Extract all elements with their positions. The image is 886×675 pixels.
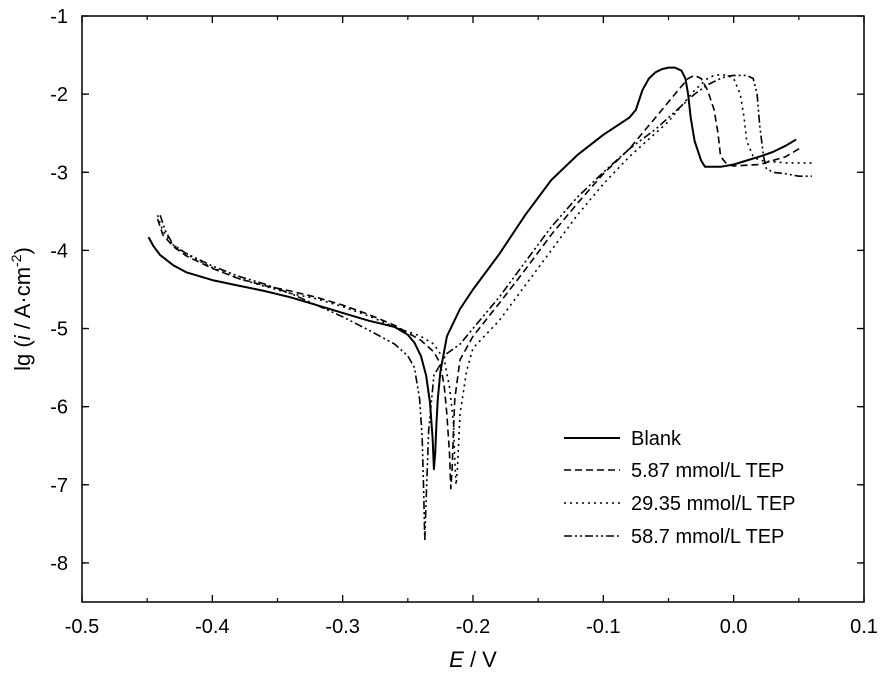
y-tick-label: -1 [50,6,68,28]
y-axis-title: lg (i / A·cm-2) [8,247,35,371]
x-tick-labels: -0.5 -0.4 -0.3 -0.2 -0.1 0.0 0.1 [65,616,878,638]
legend-label-2: 5.87 mmol/L TEP [631,460,784,482]
y-axis-title-prefix: lg ( [10,340,35,371]
series-line-4 [159,74,812,542]
y-axis-title-exponent: -2 [8,254,24,267]
x-tick-label: -0.1 [586,616,620,638]
series-line-2 [156,74,802,490]
y-tick-label: -2 [50,84,68,106]
x-tick-label: 0.0 [720,616,748,638]
x-tick-label: 0.1 [850,616,878,638]
y-tick-label: -5 [50,319,68,341]
y-tick-label: -8 [50,553,68,575]
legend: Blank 5.87 mmol/L TEP 29.35 mmol/L TEP 58.7… [564,428,796,548]
x-tick-label: -0.2 [456,616,490,638]
series-line-3 [156,73,812,486]
series-layer [147,66,812,542]
y-tick-label: -3 [50,162,68,184]
x-axis-title-symbol: E [449,647,464,672]
y-axis-title-suffix: ) [10,247,35,254]
legend-label-4: 58.7 mmol/L TEP [631,526,784,548]
x-tick-label: -0.4 [195,616,229,638]
y-axis-title-unit: / A·cm [10,267,35,335]
y-tick-label: -4 [50,240,68,262]
y-tick-label: -6 [50,397,68,419]
y-tick-labels: -8 -7 -6 -5 -4 -3 -2 -1 [50,6,68,575]
x-tick-label: -0.3 [325,616,359,638]
y-tick-label: -7 [50,475,68,497]
series-line-1 [147,66,797,471]
axis-ticks [81,15,865,602]
x-tick-label: -0.5 [65,616,99,638]
x-axis-title-unit: / V [464,647,497,672]
x-axis-title: E / V [449,647,497,672]
legend-label-1: Blank [631,428,682,450]
y-axis-title-symbol: i [10,334,35,340]
legend-label-3: 29.35 mmol/L TEP [631,493,796,515]
